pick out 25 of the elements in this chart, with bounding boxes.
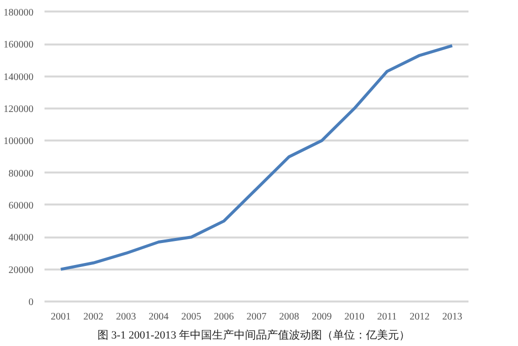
y-tick-label: 180000 [4,7,34,18]
x-tick-label: 2007 [246,312,266,322]
x-tick-label: 2008 [279,312,300,322]
x-tick-label: 2011 [377,312,397,322]
y-tick-label: 120000 [4,104,34,115]
x-tick-label: 2009 [312,312,332,322]
x-tick-label: 2010 [344,312,364,322]
y-tick-label: 100000 [4,136,34,148]
y-tick-label: 20000 [8,264,34,276]
x-tick-label: 2001 [50,312,71,322]
x-tick-label: 2005 [181,312,202,322]
x-tick-label: 2002 [83,312,104,322]
line-series [59,44,454,271]
y-tick-label: 40000 [8,232,34,244]
x-tick-label: 2006 [214,312,234,322]
x-tick-label: 2012 [410,312,430,322]
y-tick-label: 80000 [8,168,34,180]
x-tick-label: 2013 [442,312,462,322]
x-tick-label: 2004 [148,312,169,322]
x-tick-label: 2003 [116,312,136,322]
y-tick-label: 140000 [4,72,34,83]
y-tick-label: 60000 [8,200,34,212]
caption: 图 3-1 2001-2013 年中国生产中间品产值波动图（单位：亿美元） [97,328,410,342]
y-tick-label: 0 [28,297,34,308]
y-tick-label: 160000 [4,40,34,51]
